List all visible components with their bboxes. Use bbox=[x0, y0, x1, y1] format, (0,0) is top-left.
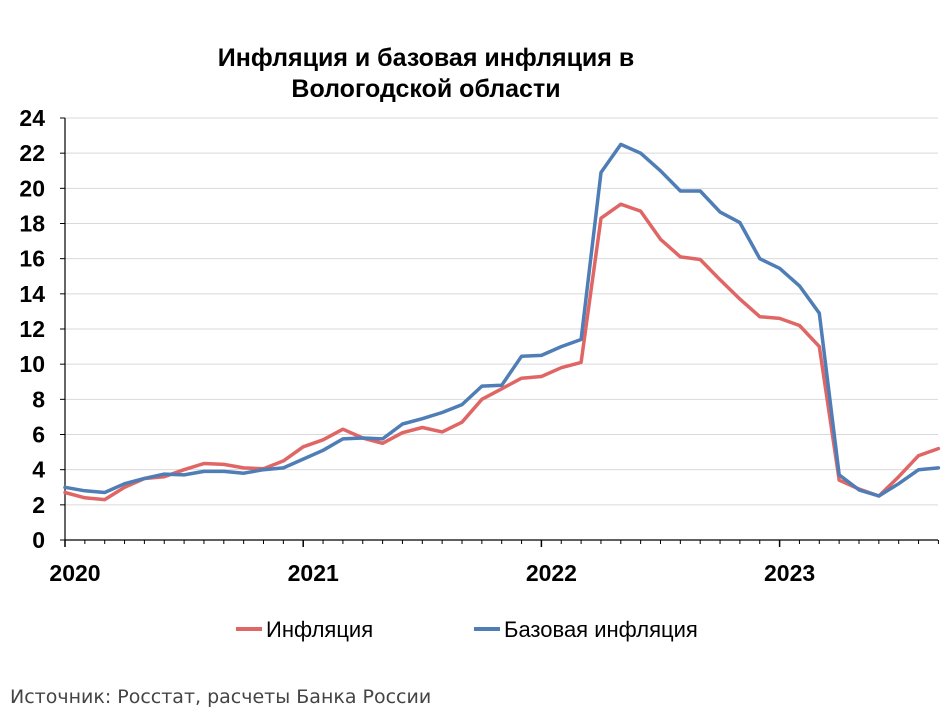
axes bbox=[60, 117, 939, 547]
y-tick-label: 10 bbox=[19, 351, 45, 377]
chart-title-line-2: Вологодской области bbox=[291, 75, 560, 103]
y-tick-label: 16 bbox=[19, 246, 45, 272]
legend-label-inflation: Инфляция bbox=[266, 617, 373, 642]
source-note: Источник: Росстат, расчеты Банка России bbox=[10, 686, 432, 708]
y-tick-label: 8 bbox=[32, 386, 45, 412]
series-line-inflation bbox=[63, 202, 941, 502]
y-tick-label: 20 bbox=[19, 175, 45, 201]
series-line-core-inflation bbox=[63, 142, 941, 498]
y-tick-label: 2 bbox=[32, 492, 45, 518]
y-tick-label: 18 bbox=[19, 211, 45, 237]
y-tick-label: 22 bbox=[19, 140, 45, 166]
x-tick-label: 2023 bbox=[764, 560, 815, 586]
x-axis-ticks: 2020 2021 2022 2023 bbox=[49, 560, 815, 586]
y-tick-label: 0 bbox=[32, 527, 45, 553]
y-tick-label: 14 bbox=[19, 281, 45, 307]
legend-label-core-inflation: Базовая инфляция bbox=[504, 617, 698, 642]
chart-title: Инфляция и базовая инфляция в Вологодско… bbox=[218, 44, 634, 103]
x-tick-label: 2020 bbox=[49, 560, 100, 586]
x-tick-label: 2021 bbox=[288, 560, 339, 586]
y-tick-label: 6 bbox=[32, 422, 45, 448]
legend: Инфляция Базовая инфляция bbox=[236, 617, 698, 642]
chart-title-line-1: Инфляция и базовая инфляция в bbox=[218, 44, 634, 72]
y-tick-label: 4 bbox=[32, 457, 45, 483]
y-tick-label: 24 bbox=[19, 105, 45, 131]
series-lines bbox=[63, 142, 941, 502]
y-tick-label: 12 bbox=[19, 316, 45, 342]
gridlines bbox=[65, 117, 938, 506]
x-tick-label: 2022 bbox=[526, 560, 577, 586]
